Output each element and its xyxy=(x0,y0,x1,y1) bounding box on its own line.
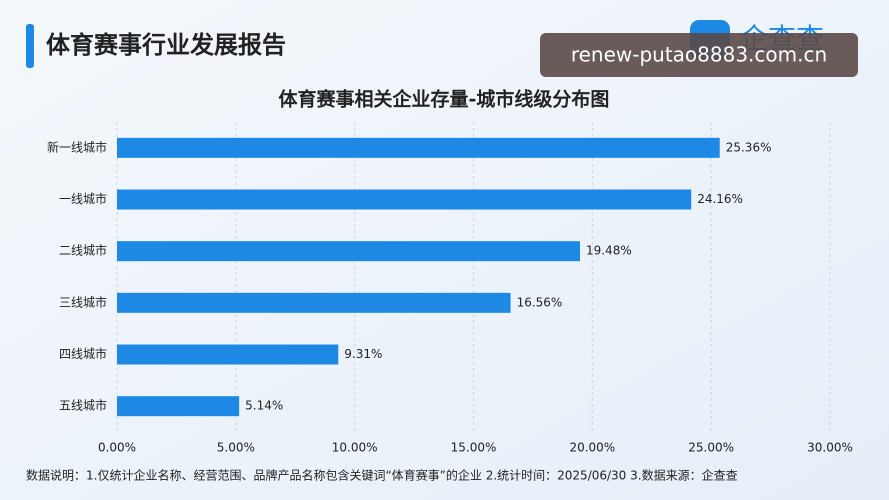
x-tick-label: 20.00% xyxy=(569,441,615,455)
x-tick-label: 15.00% xyxy=(451,441,497,455)
value-label: 25.36% xyxy=(726,140,772,154)
x-tick-label: 25.00% xyxy=(688,441,734,455)
x-tick-label: 10.00% xyxy=(332,441,378,455)
bar xyxy=(117,292,511,313)
bar xyxy=(117,396,240,417)
bar xyxy=(117,137,720,158)
title-accent xyxy=(26,24,34,68)
y-tick-label: 五线城市 xyxy=(59,398,107,413)
page-title: 体育赛事行业发展报告 xyxy=(46,31,286,59)
value-label: 5.14% xyxy=(245,399,283,413)
x-tick-label: 5.00% xyxy=(217,441,255,455)
y-tick-label: 新一线城市 xyxy=(47,139,107,154)
bar xyxy=(117,189,692,210)
y-tick-label: 三线城市 xyxy=(59,294,107,309)
bar xyxy=(117,241,580,262)
watermark-box xyxy=(540,33,858,77)
y-tick-label: 一线城市 xyxy=(59,191,107,206)
x-tick-label: 0.00% xyxy=(98,441,136,455)
value-label: 19.48% xyxy=(586,244,632,258)
chart-title: 体育赛事相关企业存量-城市线级分布图 xyxy=(279,88,610,111)
bar xyxy=(117,344,339,365)
value-label: 16.56% xyxy=(517,295,563,309)
y-tick-label: 四线城市 xyxy=(59,346,107,361)
x-tick-label: 30.00% xyxy=(807,441,853,455)
watermark: renew-putao8883.com.cn xyxy=(571,43,827,67)
footer-note: 数据说明：1.仅统计企业名称、经营范围、品牌产品名称包含关键词“体育赛事”的企业… xyxy=(26,468,738,483)
value-label: 9.31% xyxy=(344,347,382,361)
y-tick-label: 二线城市 xyxy=(59,243,107,258)
value-label: 24.16% xyxy=(697,192,743,206)
